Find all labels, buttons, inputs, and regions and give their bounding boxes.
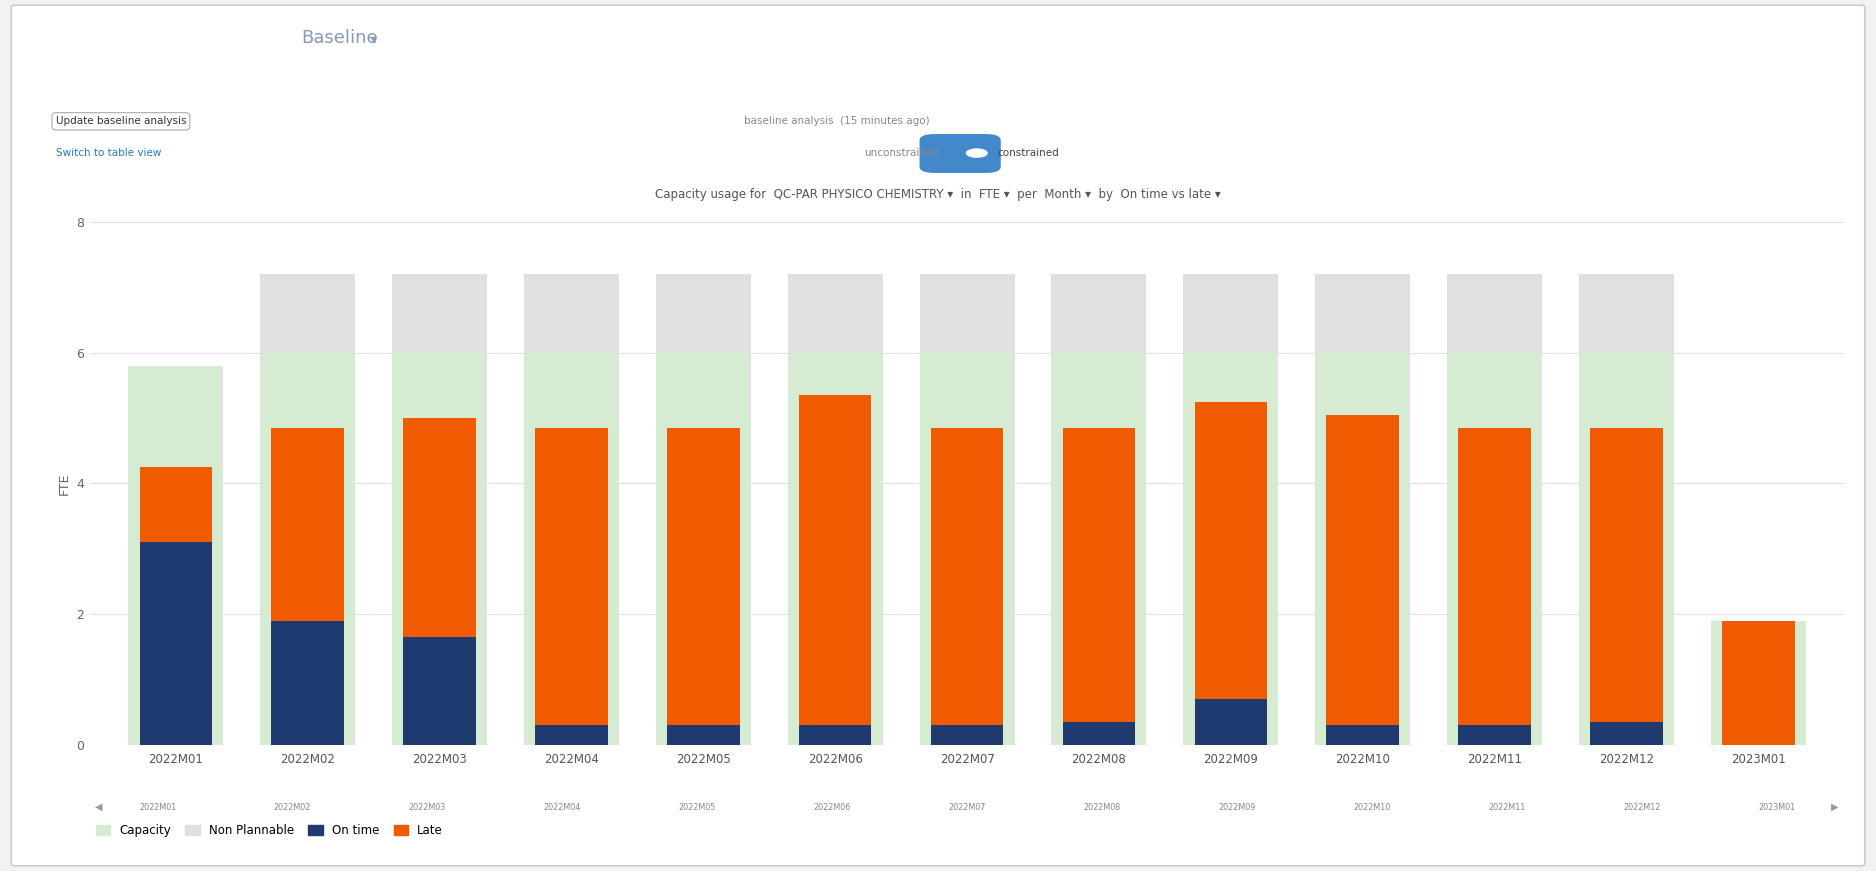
Text: 2022M06: 2022M06	[814, 803, 852, 812]
Bar	[1062, 722, 1135, 745]
Bar	[668, 428, 739, 725]
Bar	[261, 353, 355, 745]
Text: ◀: ◀	[96, 801, 103, 812]
Text: 2022M12: 2022M12	[1623, 803, 1660, 812]
Bar	[1458, 428, 1531, 725]
Text: 2022M02: 2022M02	[274, 803, 311, 812]
Bar	[1446, 353, 1542, 745]
Bar	[1184, 274, 1278, 353]
Bar	[1184, 353, 1278, 745]
Text: 2022M09: 2022M09	[1218, 803, 1255, 812]
Bar	[799, 725, 872, 745]
Bar	[657, 274, 750, 353]
Text: constrained: constrained	[996, 148, 1058, 159]
Y-axis label: FTE: FTE	[58, 472, 71, 495]
Bar	[668, 725, 739, 745]
Bar	[1051, 274, 1146, 353]
Bar	[523, 274, 619, 353]
Bar	[1062, 428, 1135, 722]
Text: Capacity usage for  QC-PAR PHYSICO CHEMISTRY ▾  in  FTE ▾  per  Month ▾  by  On : Capacity usage for QC-PAR PHYSICO CHEMIS…	[655, 188, 1221, 201]
Bar	[1195, 699, 1266, 745]
Text: 2023M01: 2023M01	[1758, 803, 1795, 812]
Bar	[1315, 274, 1411, 353]
Bar	[403, 637, 477, 745]
Bar	[272, 428, 343, 620]
Bar	[128, 366, 223, 745]
Bar	[657, 353, 750, 745]
Legend: Capacity, Non Plannable, On time, Late: Capacity, Non Plannable, On time, Late	[96, 824, 443, 837]
Bar	[535, 428, 608, 725]
Bar	[1446, 274, 1542, 353]
Bar	[1458, 725, 1531, 745]
Text: baseline analysis  (15 minutes ago): baseline analysis (15 minutes ago)	[745, 117, 930, 126]
Bar	[788, 353, 884, 745]
Text: 2022M03: 2022M03	[409, 803, 446, 812]
Bar	[930, 428, 1004, 725]
Bar	[919, 353, 1015, 745]
Bar	[1326, 725, 1399, 745]
Bar	[139, 542, 212, 745]
Text: Capacity Usage: Capacity Usage	[49, 24, 289, 52]
Bar	[1580, 274, 1673, 353]
Bar	[392, 274, 488, 353]
Bar	[272, 620, 343, 745]
Bar	[261, 274, 355, 353]
Bar	[1315, 353, 1411, 745]
Bar	[1580, 353, 1673, 745]
Bar	[1591, 428, 1662, 722]
Bar	[788, 274, 884, 353]
Bar	[523, 353, 619, 745]
Text: Switch to table view: Switch to table view	[56, 148, 161, 159]
Text: ▾: ▾	[371, 34, 377, 47]
Bar	[403, 418, 477, 637]
Text: 2022M04: 2022M04	[544, 803, 582, 812]
Text: 2022M10: 2022M10	[1353, 803, 1390, 812]
Text: unconstrained: unconstrained	[865, 148, 940, 159]
Bar	[535, 725, 608, 745]
Bar	[1722, 620, 1795, 745]
Bar	[930, 725, 1004, 745]
Text: 2022M07: 2022M07	[949, 803, 985, 812]
Bar	[392, 353, 488, 745]
Bar	[919, 274, 1015, 353]
Bar	[1195, 402, 1266, 699]
FancyBboxPatch shape	[919, 134, 1000, 173]
Bar	[1591, 722, 1662, 745]
Circle shape	[966, 148, 989, 158]
Bar	[799, 395, 872, 725]
Text: 2022M08: 2022M08	[1082, 803, 1120, 812]
Bar	[1326, 415, 1399, 725]
Text: Baseline: Baseline	[302, 30, 377, 47]
Text: Update baseline analysis: Update baseline analysis	[56, 117, 186, 126]
Bar	[1711, 620, 1807, 745]
Text: 2022M05: 2022M05	[679, 803, 717, 812]
Bar	[1051, 353, 1146, 745]
Text: 2022M11: 2022M11	[1488, 803, 1525, 812]
Bar	[139, 467, 212, 542]
Text: 2022M01: 2022M01	[139, 803, 176, 812]
Text: ▶: ▶	[1831, 801, 1838, 812]
